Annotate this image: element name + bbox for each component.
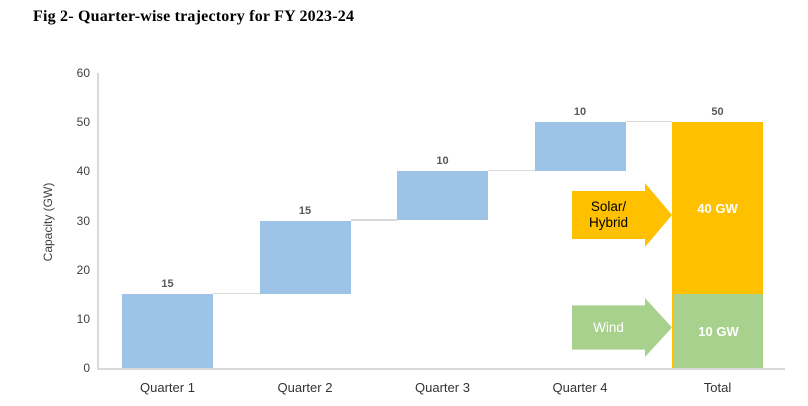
x-axis-label: Quarter 2 <box>277 380 333 395</box>
connector-line <box>488 169 535 172</box>
x-axis-label: Quarter 4 <box>552 380 608 395</box>
x-axis-label: Quarter 1 <box>140 380 195 395</box>
solar-hybrid-arrow: Solar/ Hybrid <box>572 183 672 247</box>
bar-quarter-2 <box>259 220 351 295</box>
bar-value-label: 10 <box>573 106 587 119</box>
y-axis-line <box>97 73 99 368</box>
connector-line <box>213 292 260 295</box>
bar-value-label: 10 <box>436 155 449 168</box>
y-axis-title-text: Capacity (GW) <box>41 182 55 262</box>
y-tick-label: 60 <box>76 66 90 80</box>
bar-quarter-3 <box>397 171 488 221</box>
x-axis-label: Quarter 3 <box>415 380 470 395</box>
y-tick-label: 30 <box>76 213 90 228</box>
connector-line <box>350 219 397 221</box>
segment-value-label: 10 GW <box>698 323 739 339</box>
y-tick-label: 10 <box>76 311 90 326</box>
y-tick-label: 40 <box>76 164 90 179</box>
bar-quarter-4 <box>534 122 626 172</box>
x-axis-line <box>97 368 785 370</box>
bar-value-label: 15 <box>298 204 312 217</box>
bar-total-wind: 10 GW <box>672 294 763 368</box>
wind-arrow: Wind <box>572 298 672 357</box>
bar-value-label: 50 <box>711 106 724 119</box>
y-tick-label: 20 <box>76 262 90 277</box>
bar-total-solar-hybrid: 40 GW <box>672 122 763 295</box>
connector-line <box>625 120 672 123</box>
bar-value-label: 15 <box>161 278 174 291</box>
segment-value-label: 40 GW <box>697 200 738 216</box>
bar-quarter-1 <box>122 294 213 368</box>
y-tick-label: 0 <box>83 361 90 375</box>
page-title: Fig 2- Quarter-wise trajectory for FY 20… <box>33 8 355 25</box>
x-axis-label: Total <box>703 380 732 395</box>
wind-arrow-label: Wind <box>593 319 624 335</box>
solar-hybrid-arrow-label: Solar/ Hybrid <box>588 199 628 230</box>
y-tick-label: 50 <box>76 115 90 130</box>
